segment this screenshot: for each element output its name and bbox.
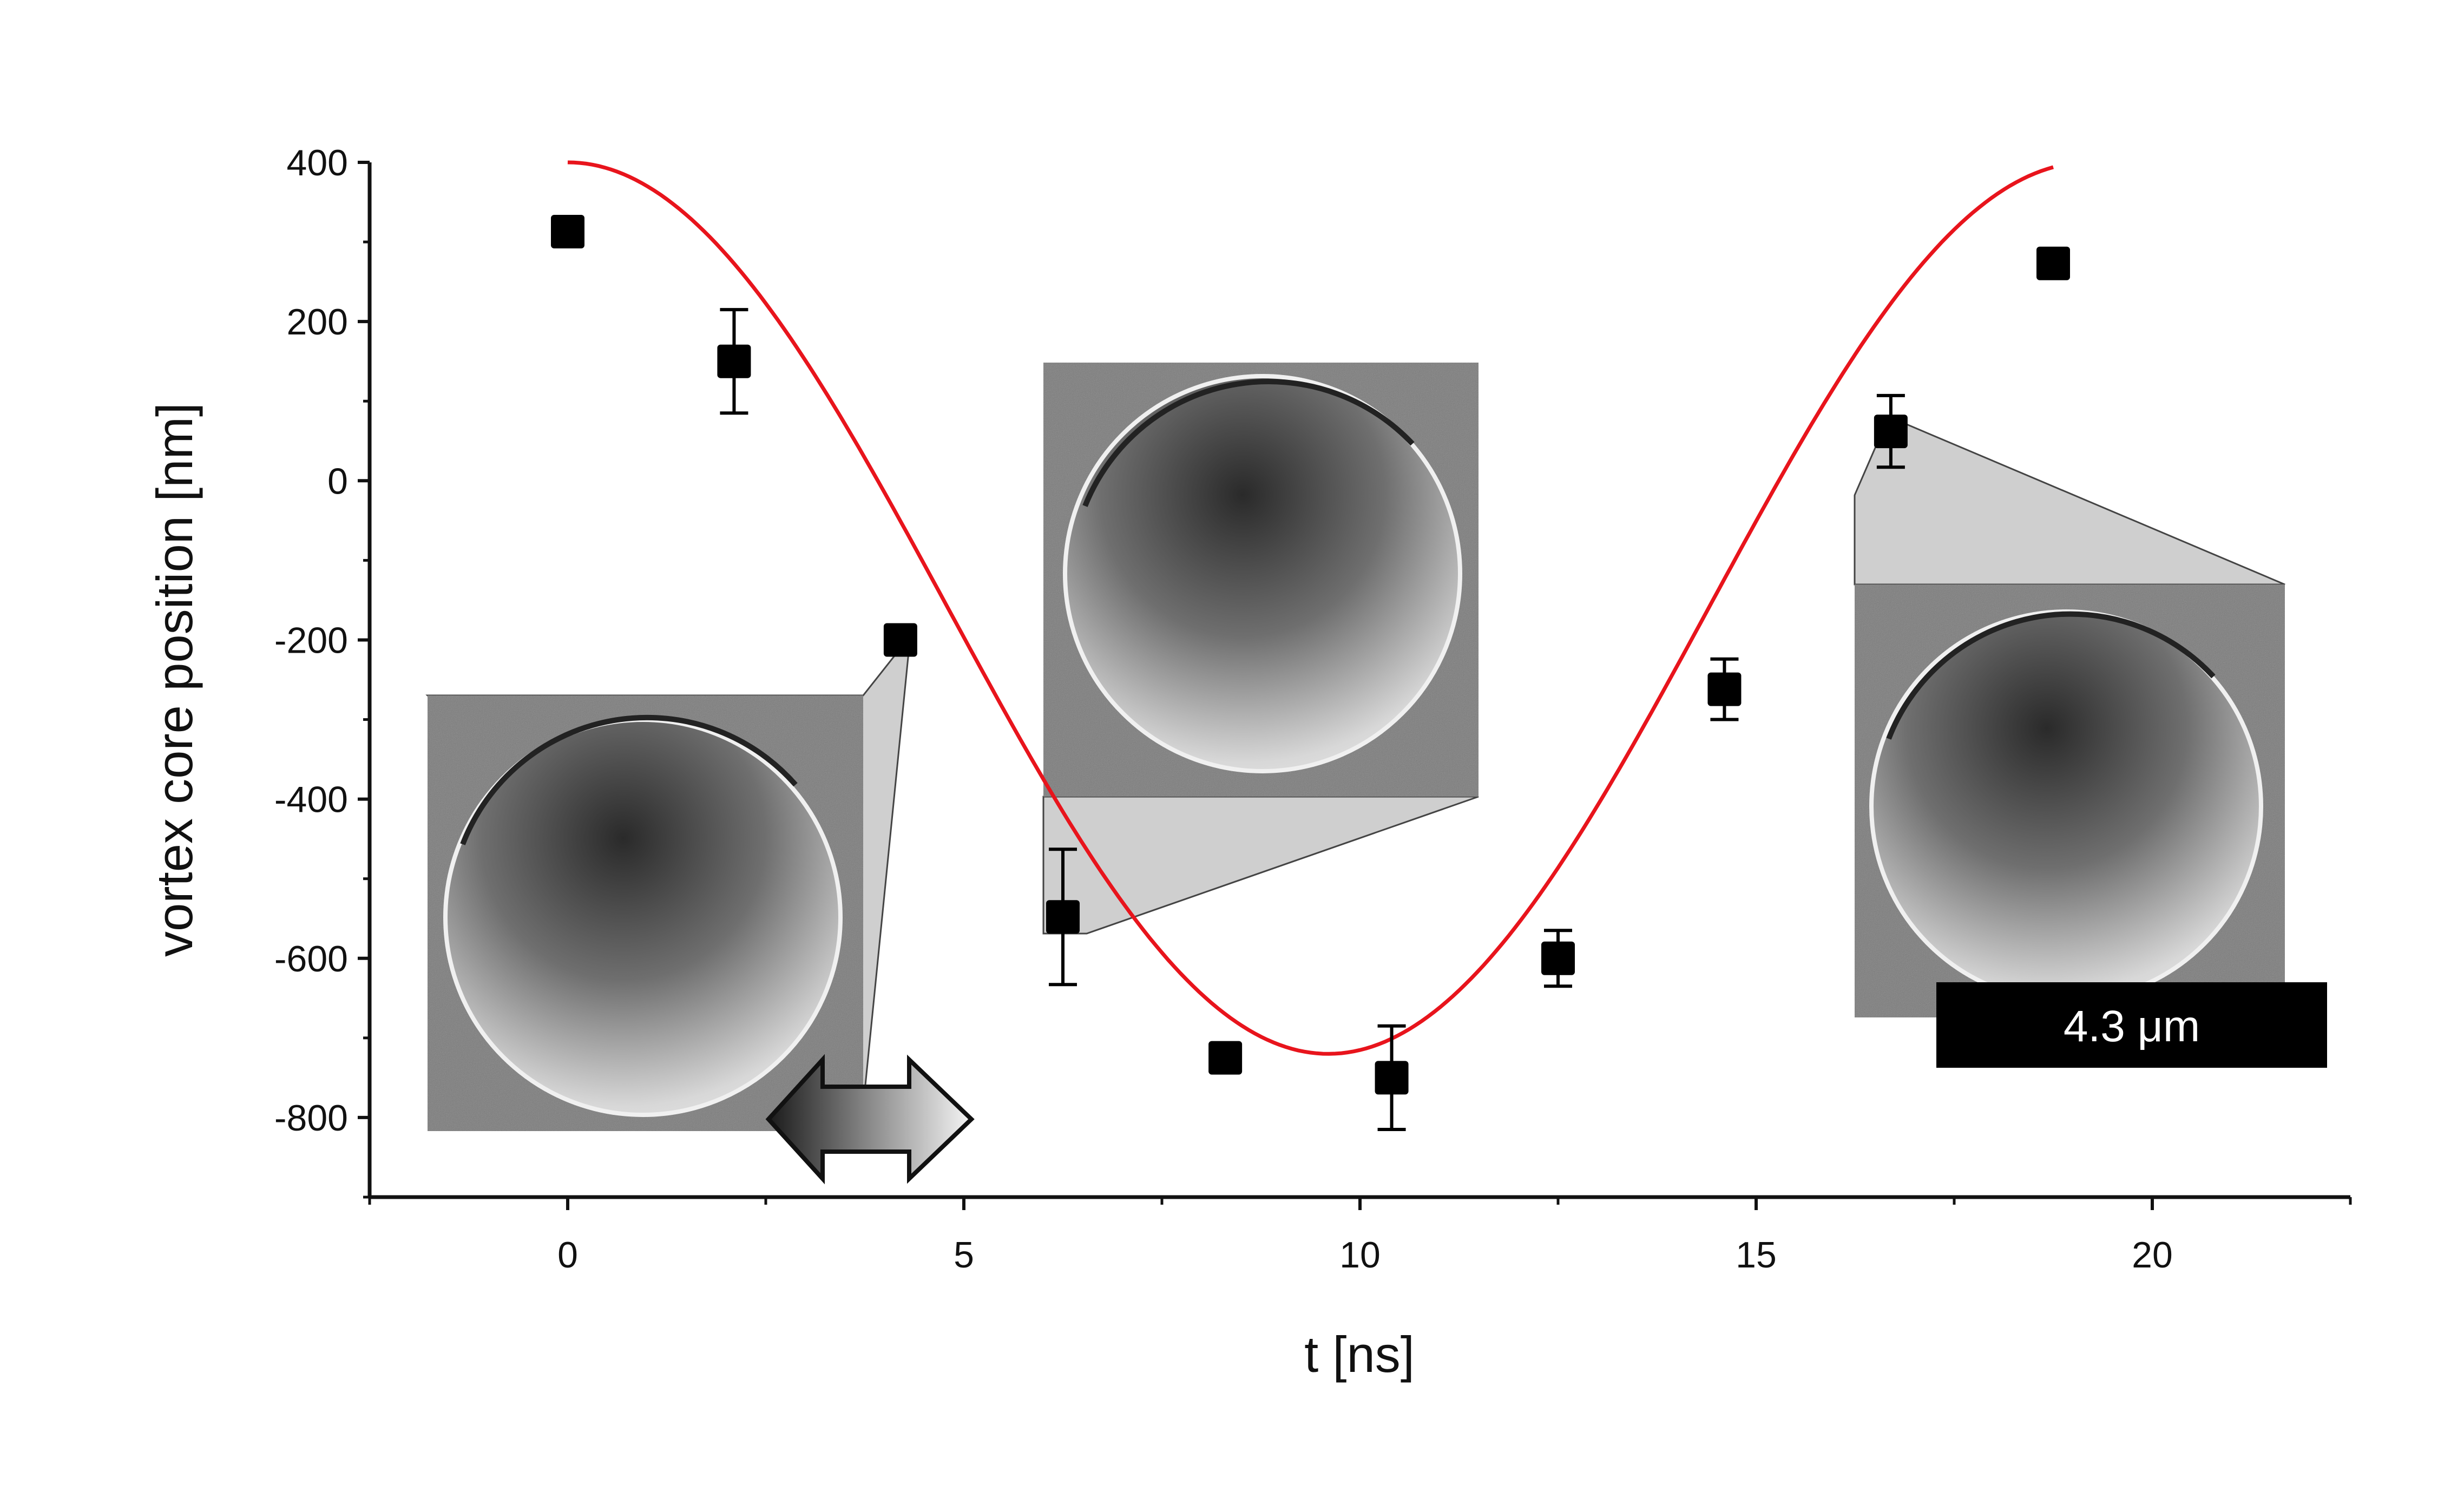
axes: 400 200 0 -200 -400 -600 -800 0 5 10 15 20 bbox=[274, 142, 2352, 1276]
x-ticks: 0 5 10 15 20 bbox=[368, 1197, 2352, 1276]
data-point bbox=[1874, 415, 1908, 449]
scale-bar: 4.3 μm bbox=[1936, 982, 2327, 1068]
inset-connector bbox=[1854, 416, 2285, 586]
inset-connector bbox=[1042, 796, 1479, 935]
y-tick-label: -400 bbox=[274, 779, 348, 820]
y-tick-label: 0 bbox=[327, 461, 348, 502]
data-point bbox=[551, 214, 584, 248]
double-arrow-icon bbox=[765, 1054, 975, 1185]
data-point bbox=[1541, 941, 1575, 975]
data-point bbox=[2036, 246, 2070, 280]
data-markers bbox=[551, 214, 2070, 1095]
y-tick-label: 400 bbox=[287, 142, 348, 183]
data-point bbox=[1375, 1061, 1409, 1095]
scale-bar-label: 4.3 μm bbox=[2064, 1002, 2200, 1051]
y-tick-label: -800 bbox=[274, 1098, 348, 1139]
fit-curve bbox=[567, 160, 2054, 1056]
inset-t6 bbox=[1042, 363, 1479, 935]
x-tick-label: 5 bbox=[954, 1234, 974, 1276]
x-tick-label: 20 bbox=[2132, 1234, 2173, 1276]
data-point bbox=[1707, 672, 1742, 706]
x-tick-label: 10 bbox=[1339, 1234, 1381, 1276]
y-tick-label: -600 bbox=[274, 938, 348, 980]
inset-t4 bbox=[425, 633, 912, 1131]
y-axis-title: vortex core position [nm] bbox=[146, 403, 203, 957]
y-tick-label: 200 bbox=[287, 301, 348, 343]
disk-image bbox=[1869, 609, 2263, 1003]
y-ticks: 400 200 0 -200 -400 -600 -800 bbox=[274, 142, 370, 1199]
x-axis-title: t [ns] bbox=[1304, 1326, 1415, 1383]
x-tick-label: 0 bbox=[557, 1234, 578, 1276]
inset-t17 bbox=[1854, 416, 2285, 1017]
scale-bar-box bbox=[1936, 982, 2327, 1068]
y-tick-label: -200 bbox=[274, 620, 348, 661]
data-point bbox=[883, 623, 917, 657]
data-point bbox=[1208, 1041, 1243, 1075]
x-tick-label: 15 bbox=[1736, 1234, 1777, 1276]
data-point bbox=[1046, 900, 1080, 934]
disk-image bbox=[1063, 374, 1462, 773]
data-point bbox=[717, 344, 751, 378]
